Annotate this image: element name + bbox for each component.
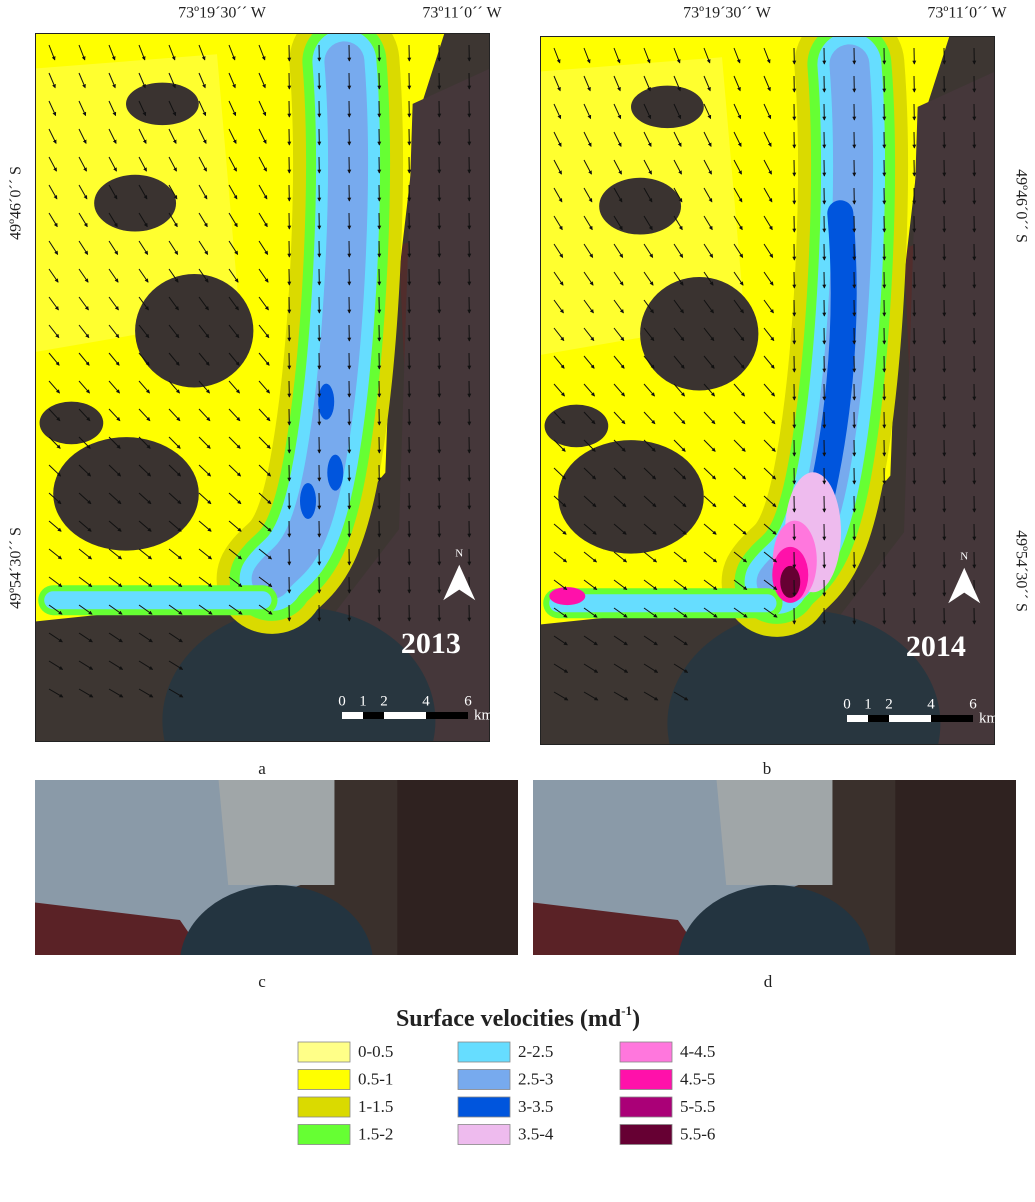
map-panel: N 2013 012 4 6km	[35, 33, 494, 834]
scale-unit: km	[979, 710, 999, 726]
legend-swatch	[620, 1070, 672, 1090]
scale-segment	[342, 712, 363, 719]
rock-outcrop	[640, 277, 758, 390]
year-label: 2013	[401, 627, 461, 660]
scale-tick-label: 4	[927, 696, 935, 712]
legend-label: 2-2.5	[518, 1042, 553, 1061]
scale-tick-label: 4	[422, 693, 430, 709]
velocity-patch	[327, 455, 343, 491]
legend-swatch	[620, 1125, 672, 1145]
velocity-patch	[318, 384, 334, 420]
scale-unit: km	[474, 707, 494, 723]
legend-label: 0.5-1	[358, 1069, 393, 1088]
legend-swatch	[458, 1042, 510, 1062]
rock-outcrop	[40, 402, 104, 445]
scale-tick-label: 0	[338, 693, 346, 709]
legend-label: 3.5-4	[518, 1124, 554, 1143]
scale-segment	[868, 715, 889, 722]
velocity-patch	[549, 587, 585, 605]
legend-swatch	[298, 1070, 350, 1090]
latitude-label: 49º46´0´´ S	[1012, 169, 1029, 243]
rock-outcrop	[53, 437, 199, 550]
latitude-label: 49º46´0´´ S	[8, 166, 25, 240]
velocity-patch	[780, 566, 800, 598]
scale-tick-label: 0	[843, 696, 851, 712]
water	[678, 885, 871, 1043]
panel-label: c	[258, 972, 266, 991]
rock-outcrop	[631, 86, 704, 129]
latitude-label: 49º54´30´´ S	[1012, 530, 1029, 612]
longitude-label: 73º19´30´´ W	[683, 5, 772, 22]
photo-panel	[35, 780, 518, 1043]
photo-panel	[533, 780, 1016, 1043]
longitude-label: 73º11´0´´ W	[422, 5, 502, 22]
legend-label: 5.5-6	[680, 1124, 715, 1143]
rock-outcrop	[558, 440, 704, 553]
legend-swatch	[298, 1042, 350, 1062]
legend-label: 3-3.5	[518, 1097, 553, 1116]
velocity-patch	[300, 483, 316, 519]
year-label: 2014	[906, 630, 966, 663]
rock-outcrop	[545, 405, 609, 448]
scale-segment	[363, 712, 384, 719]
right-rock	[895, 780, 1016, 955]
legend-title: Surface velocities (md-1)	[396, 1003, 640, 1032]
rock-outcrop	[94, 175, 176, 232]
legend-label: 1.5-2	[358, 1124, 393, 1143]
map-panel: N 2014 012 4 6km	[540, 36, 999, 837]
north-label: N	[960, 551, 968, 563]
scale-tick-label: 6	[969, 696, 977, 712]
rock-outcrop	[135, 274, 253, 387]
legend-label: 1-1.5	[358, 1097, 393, 1116]
right-rock	[397, 780, 518, 955]
scale-segment	[426, 712, 468, 719]
ice-front	[717, 780, 833, 885]
legend-label: 2.5-3	[518, 1069, 553, 1088]
legend-label: 4.5-5	[680, 1069, 715, 1088]
legend-swatch	[620, 1097, 672, 1117]
scale-tick-label: 2	[885, 696, 893, 712]
scale-segment	[931, 715, 973, 722]
ice-front	[219, 780, 335, 885]
legend-swatch	[298, 1125, 350, 1145]
legend-label: 0-0.5	[358, 1042, 393, 1061]
legend-swatch	[620, 1042, 672, 1062]
rock-outcrop	[599, 178, 681, 235]
longitude-label: 73º19´30´´ W	[178, 5, 267, 22]
water	[180, 885, 373, 1043]
latitude-label: 49º54´30´´ S	[8, 527, 25, 609]
rock-outcrop	[126, 83, 199, 126]
scale-segment	[384, 712, 426, 719]
north-label: N	[455, 548, 463, 560]
scale-tick-label: 1	[359, 693, 367, 709]
legend-swatch	[458, 1097, 510, 1117]
scale-tick-label: 1	[864, 696, 872, 712]
legend-label: 5-5.5	[680, 1097, 715, 1116]
legend-swatch	[458, 1070, 510, 1090]
scale-tick-label: 6	[464, 693, 472, 709]
panel-label: b	[763, 759, 772, 778]
legend-swatch	[458, 1125, 510, 1145]
legend-label: 4-4.5	[680, 1042, 715, 1061]
legend-swatch	[298, 1097, 350, 1117]
panel-label: d	[764, 972, 773, 991]
panel-label: a	[258, 759, 266, 778]
figure: Surface velocities (md-1) N201301246km73…	[0, 0, 1035, 1202]
longitude-label: 73º11´0´´ W	[927, 5, 1007, 22]
scale-tick-label: 2	[380, 693, 388, 709]
scale-segment	[889, 715, 931, 722]
scale-segment	[847, 715, 868, 722]
